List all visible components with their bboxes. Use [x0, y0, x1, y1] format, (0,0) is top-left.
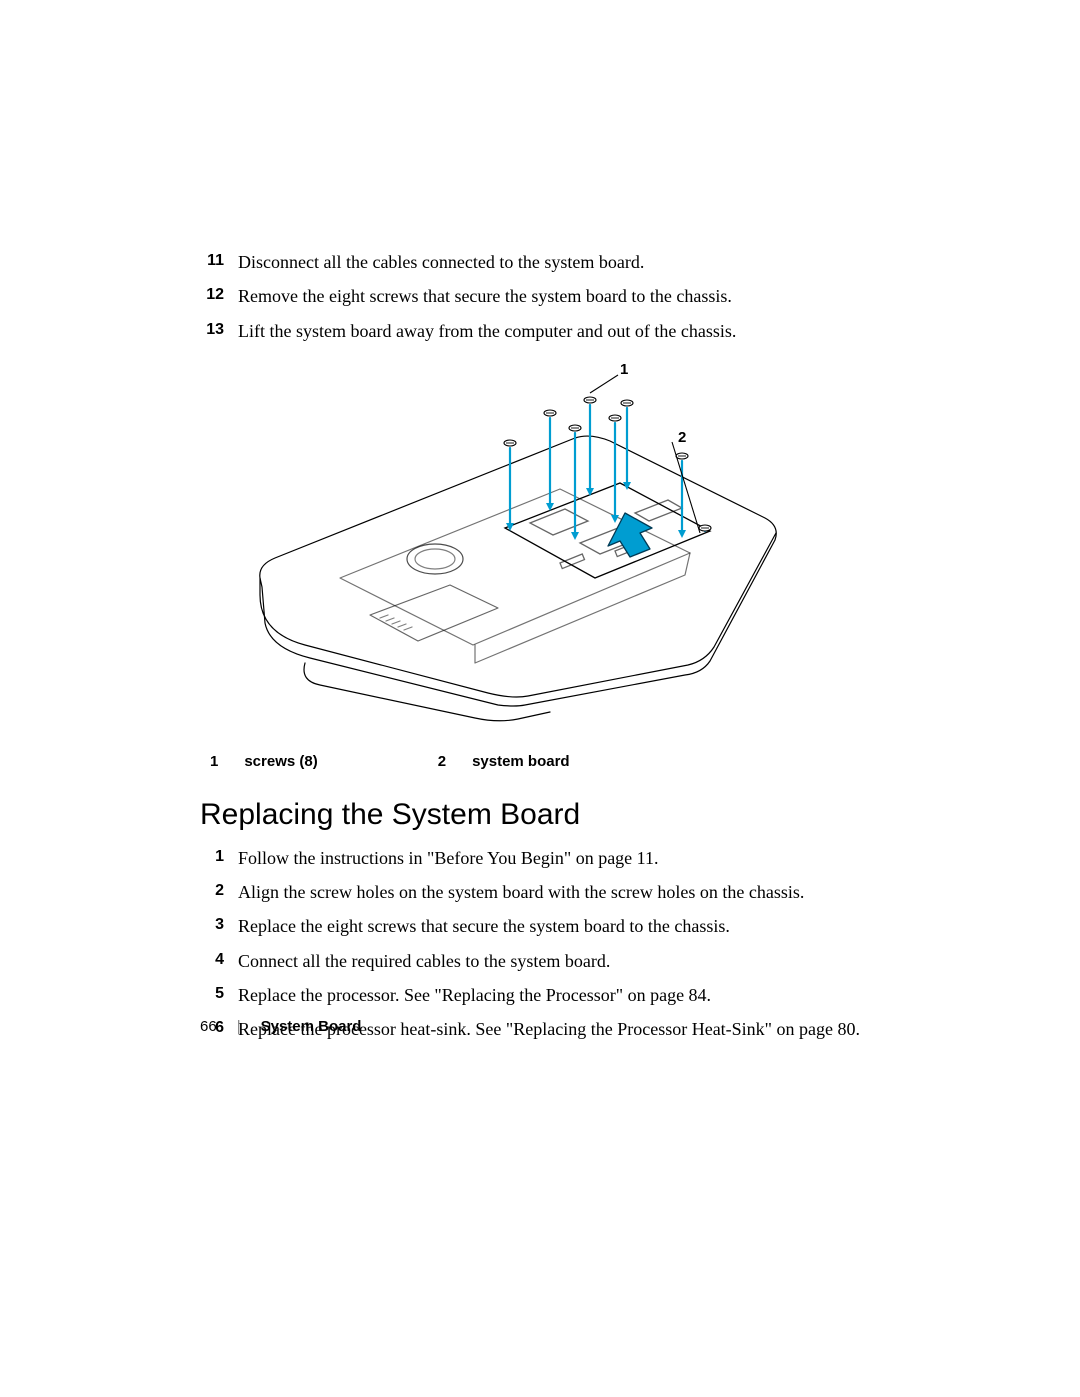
legend-id: 1: [210, 753, 218, 770]
legend-text: screws (8): [244, 753, 317, 770]
step-text: Remove the eight screws that secure the …: [238, 284, 900, 308]
step-number: 3: [200, 914, 224, 938]
step-item: 4 Connect all the required cables to the…: [200, 949, 900, 973]
step-item: 12 Remove the eight screws that secure t…: [200, 284, 900, 308]
step-item: 2 Align the screw holes on the system bo…: [200, 880, 900, 904]
page-number: 66: [200, 1018, 217, 1035]
footer-divider: |: [237, 1018, 241, 1035]
step-number: 2: [200, 880, 224, 904]
step-text: Lift the system board away from the comp…: [238, 319, 900, 343]
page-footer: 66 | System Board: [200, 1018, 361, 1035]
step-text: Follow the instructions in "Before You B…: [238, 846, 900, 870]
step-number: 5: [200, 983, 224, 1007]
removal-steps-list: 11 Disconnect all the cables connected t…: [200, 250, 900, 343]
step-number: 12: [200, 284, 224, 308]
step-text: Replace the processor. See "Replacing th…: [238, 983, 900, 1007]
step-text: Replace the eight screws that secure the…: [238, 914, 900, 938]
step-text: Connect all the required cables to the s…: [238, 949, 900, 973]
step-number: 13: [200, 319, 224, 343]
legend-id: 2: [438, 753, 446, 770]
step-item: 11 Disconnect all the cables connected t…: [200, 250, 900, 274]
legend-item: 1 screws (8): [210, 753, 318, 770]
step-text: Disconnect all the cables connected to t…: [238, 250, 900, 274]
step-number: 11: [200, 250, 224, 274]
figure-legend: 1 screws (8) 2 system board: [210, 753, 900, 770]
legend-item: 2 system board: [438, 753, 570, 770]
system-board-figure: 1 2: [220, 363, 900, 733]
page-content: 11 Disconnect all the cables connected t…: [200, 250, 900, 1052]
step-number: 1: [200, 846, 224, 870]
footer-section-title: System Board: [261, 1018, 362, 1035]
step-item: 13 Lift the system board away from the c…: [200, 319, 900, 343]
step-item: 1 Follow the instructions in "Before You…: [200, 846, 900, 870]
exploded-view-svg: [220, 363, 900, 733]
step-item: 5 Replace the processor. See "Replacing …: [200, 983, 900, 1007]
step-item: 3 Replace the eight screws that secure t…: [200, 914, 900, 938]
replacing-steps-list: 1 Follow the instructions in "Before You…: [200, 846, 900, 1042]
step-number: 4: [200, 949, 224, 973]
step-text: Align the screw holes on the system boar…: [238, 880, 900, 904]
section-heading: Replacing the System Board: [200, 798, 900, 832]
figure-callout-2: 2: [678, 429, 686, 446]
figure-callout-1: 1: [620, 361, 628, 378]
legend-text: system board: [472, 753, 570, 770]
